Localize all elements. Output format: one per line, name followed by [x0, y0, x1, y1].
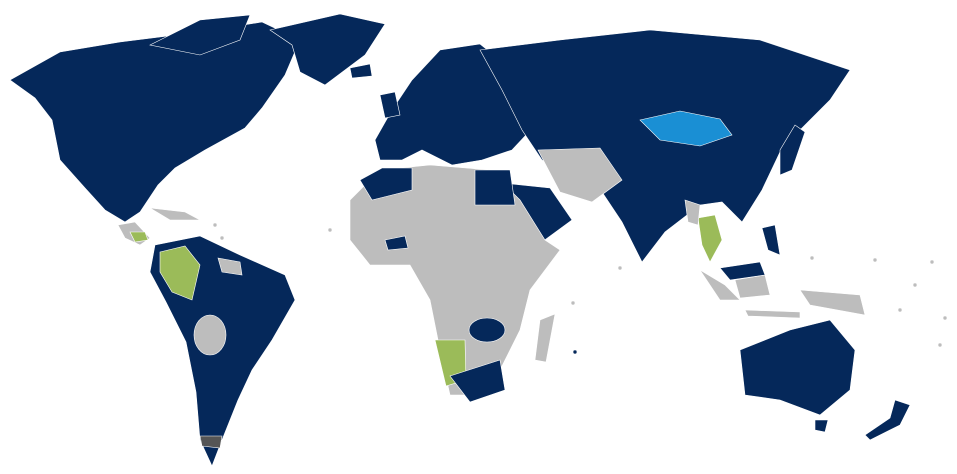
- region-indonesia[interactable]: [699, 269, 866, 319]
- region-zambia[interactable]: [468, 317, 506, 343]
- region-british-isles[interactable]: [379, 91, 401, 119]
- region-philippines[interactable]: [761, 224, 781, 256]
- region-west-africa[interactable]: [384, 235, 409, 251]
- region-iceland[interactable]: [349, 63, 373, 79]
- region-colombia[interactable]: [159, 245, 201, 301]
- region-tasmania[interactable]: [814, 419, 829, 433]
- region-japan[interactable]: [779, 124, 806, 176]
- region-southern-tip[interactable]: [199, 435, 223, 449]
- region-south-africa[interactable]: [449, 359, 506, 403]
- region-arctic-islands[interactable]: [149, 14, 251, 56]
- region-pacific-islands: [212, 222, 948, 348]
- region-north-africa-west[interactable]: [359, 167, 413, 201]
- region-island-indian-ocean[interactable]: [572, 349, 578, 355]
- region-malaysia[interactable]: [719, 261, 766, 281]
- region-indochina[interactable]: [684, 199, 701, 226]
- region-guianas[interactable]: [217, 257, 243, 276]
- region-thailand[interactable]: [697, 214, 723, 263]
- region-mongolia[interactable]: [639, 110, 733, 147]
- region-bolivia[interactable]: [193, 314, 227, 356]
- region-new-zealand[interactable]: [864, 399, 911, 441]
- region-north-america[interactable]: [9, 21, 301, 223]
- region-greenland[interactable]: [269, 13, 386, 86]
- region-central-asia[interactable]: [537, 147, 623, 203]
- region-australia[interactable]: [739, 319, 856, 416]
- region-egypt[interactable]: [474, 169, 516, 206]
- region-madagascar[interactable]: [534, 313, 556, 363]
- region-central-america-highlight[interactable]: [129, 231, 149, 243]
- region-caribbean[interactable]: [149, 207, 201, 221]
- region-africa[interactable]: [349, 164, 561, 396]
